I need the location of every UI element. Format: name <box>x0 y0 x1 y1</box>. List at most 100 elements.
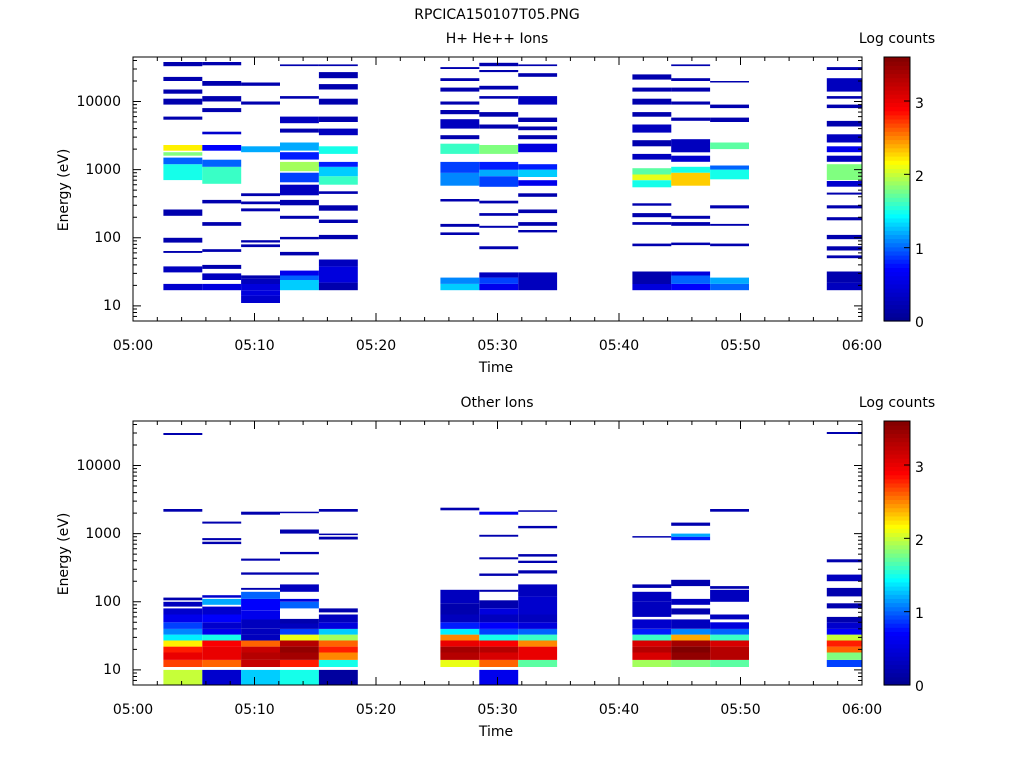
colorbar-segment <box>884 656 910 661</box>
x-tick-labels: 05:00 05:10 05:20 05:30 05:40 05:50 06:0… <box>113 702 882 718</box>
panel-title: Other Ions <box>460 395 533 411</box>
colorbar-segment <box>884 557 910 562</box>
heatmap-cell <box>518 510 558 512</box>
colorbar-tick-label: 3 <box>915 460 924 476</box>
heatmap-cell <box>710 277 749 284</box>
y-tick-labels: 10 100 1000 10000 <box>76 458 121 678</box>
colorbar-segment <box>884 491 910 496</box>
heatmap-cell <box>241 290 280 296</box>
heatmap-cell <box>671 628 711 635</box>
heatmap-cell <box>479 246 519 250</box>
colorbar-label: Log counts <box>859 395 935 411</box>
heatmap-cell <box>280 236 319 240</box>
x-tick-label: 05:10 <box>234 702 274 718</box>
heatmap-cell <box>826 217 862 221</box>
heatmap-cell <box>318 509 358 512</box>
colorbar-segment <box>884 631 910 637</box>
heatmap-cell <box>163 608 203 615</box>
heatmap-cell <box>518 209 558 214</box>
heatmap-cell <box>826 659 862 667</box>
heatmap-cell <box>479 169 519 177</box>
heatmap-cell <box>518 634 558 641</box>
colorbar-segment <box>884 139 910 145</box>
colorbar-segment <box>884 680 910 686</box>
heatmap-cell <box>163 614 203 623</box>
heatmap-cell <box>202 628 242 635</box>
heatmap-cell <box>710 652 749 660</box>
colorbar-segment <box>884 466 910 472</box>
x-axis-label: Time <box>478 360 513 376</box>
heatmap-cell <box>826 603 862 609</box>
colorbar-tick-labels: 0 1 2 3 <box>915 460 924 695</box>
heatmap-cell <box>241 669 280 685</box>
heatmap-cell <box>202 159 242 167</box>
heatmap-cell <box>479 573 519 576</box>
heatmap-cell <box>202 108 242 113</box>
heatmap-cell <box>163 433 203 435</box>
heatmap-cell <box>318 72 358 79</box>
colorbar-segment <box>884 118 910 124</box>
heatmap-cell <box>826 282 862 291</box>
colorbar-segment <box>884 540 910 546</box>
heatmap-cell <box>518 143 558 153</box>
heatmap-cell <box>671 659 711 667</box>
x-tick-label: 06:00 <box>842 702 882 718</box>
colorbar-tick-label: 1 <box>915 242 924 258</box>
heatmap-cell <box>479 640 519 647</box>
axis-ticks <box>132 421 863 686</box>
heatmap-cell <box>280 598 319 602</box>
heatmap-cell <box>479 213 519 216</box>
axis-ticks <box>132 57 863 322</box>
colorbar-tick-label: 1 <box>915 606 924 622</box>
colorbar-segment <box>884 193 910 198</box>
colorbar-segment <box>884 445 910 451</box>
heatmap-cell <box>241 244 280 248</box>
heatmap-cell <box>479 511 519 515</box>
heatmap-cell <box>518 659 558 667</box>
heatmap-cell <box>163 209 203 216</box>
heatmap-cell <box>710 586 749 589</box>
colorbar-segment <box>884 449 910 455</box>
heatmap-cell <box>440 135 480 140</box>
heatmap-cell <box>202 634 242 641</box>
heatmap-cell <box>163 622 203 629</box>
heatmap-cell <box>163 98 203 105</box>
heatmap-cell <box>163 634 203 641</box>
heatmap-cell <box>318 652 358 660</box>
colorbar-segment <box>884 279 910 285</box>
heatmap-cell <box>479 589 519 592</box>
heatmap-cell <box>671 634 711 641</box>
x-tick-label: 05:00 <box>113 702 153 718</box>
colorbar-segment <box>884 263 910 268</box>
colorbar-segment <box>884 217 910 223</box>
heatmap-cell <box>632 652 672 660</box>
colorbar-segment <box>884 586 910 591</box>
colorbar-segment <box>884 246 910 252</box>
heatmap-cell <box>632 536 672 538</box>
heatmap-cell <box>318 166 358 177</box>
colorbar-segment <box>884 614 910 620</box>
heatmap-cell <box>632 124 672 133</box>
heatmap-cell <box>202 283 242 291</box>
heatmap-cell <box>479 225 519 228</box>
colorbar-segment <box>884 143 910 149</box>
x-axis-label: Time <box>478 724 513 740</box>
heatmap-cell <box>280 270 319 276</box>
heatmap-cell <box>479 277 519 284</box>
colorbar-segment <box>884 69 910 75</box>
heatmap-cell <box>479 200 519 204</box>
heatmap-cell <box>163 62 203 67</box>
colorbar-segment <box>884 565 910 571</box>
heatmap-cell <box>280 116 319 124</box>
heatmap-cell <box>518 169 558 177</box>
colorbar-segment <box>884 676 910 682</box>
heatmap-cell <box>671 652 711 660</box>
panel-h-he-ions: H+ He++ Ions Log counts Energy (eV) Time… <box>56 31 935 376</box>
colorbar-segment <box>884 201 910 207</box>
colorbar-segment <box>884 590 910 595</box>
colorbar-segment <box>884 462 910 467</box>
heatmap-cell <box>632 168 672 175</box>
colorbar-segment <box>884 283 910 289</box>
heatmap-cell <box>826 96 862 99</box>
